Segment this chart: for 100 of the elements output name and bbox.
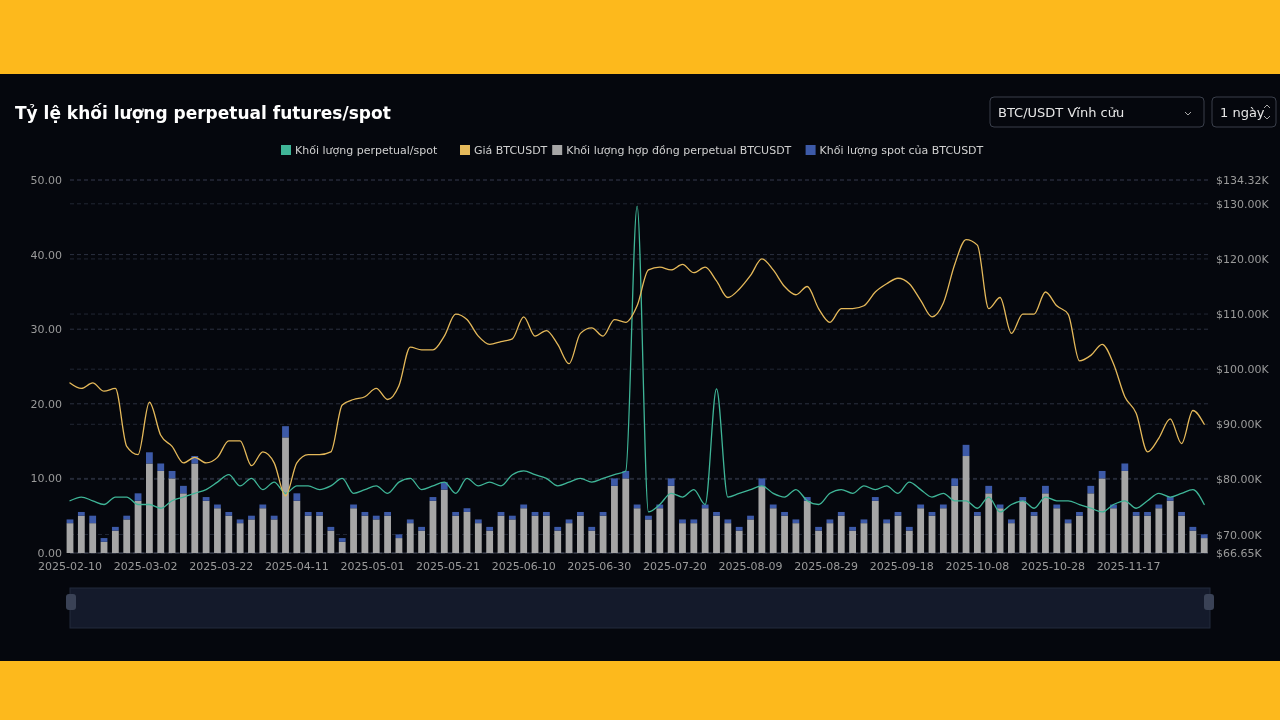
bar	[123, 519, 131, 553]
bar	[701, 508, 709, 553]
bar	[180, 485, 187, 494]
bar	[679, 519, 686, 524]
bar	[985, 485, 993, 494]
x-tick-label: 2025-03-02	[113, 560, 178, 573]
bar	[860, 519, 868, 524]
bar	[815, 530, 822, 553]
legend-label: Khối lượng hợp đồng perpetual BTCUSDT	[566, 144, 792, 157]
legend-label: Khối lượng spot của BTCUSDT	[819, 144, 984, 157]
bar	[542, 511, 550, 516]
bar	[849, 530, 857, 553]
x-tick-label: 2025-04-11	[264, 560, 329, 573]
bar	[293, 493, 301, 501]
bar	[474, 519, 482, 524]
bar	[883, 523, 891, 553]
bar	[849, 526, 857, 531]
y2-tick-label: $70.00K	[1216, 528, 1263, 542]
bar	[89, 515, 97, 524]
bar	[1166, 500, 1174, 553]
bar	[781, 515, 788, 553]
bar	[225, 515, 233, 553]
y-tick-label: 10.00	[30, 472, 62, 486]
bar	[440, 489, 448, 553]
bar	[304, 511, 312, 516]
bar	[577, 515, 584, 553]
text: BTC/USDT Vĩnh cửu	[998, 105, 1125, 120]
bar	[928, 511, 936, 516]
bar	[1042, 485, 1049, 494]
bar	[713, 511, 720, 516]
bar	[111, 530, 119, 553]
x-tick-label: 2025-10-28	[1021, 560, 1085, 573]
bar	[89, 523, 97, 553]
bar	[157, 463, 165, 471]
bar	[1144, 511, 1151, 516]
x-tick-label: 2025-08-29	[794, 560, 859, 573]
bar	[1008, 523, 1015, 553]
bar	[1178, 515, 1185, 553]
x-tick-label: 2025-06-30	[567, 560, 632, 573]
bar	[1098, 478, 1106, 553]
bar	[599, 511, 607, 516]
y-tick-label: 20.00	[30, 397, 62, 411]
bar	[905, 530, 913, 553]
bar	[565, 519, 573, 524]
bar	[338, 541, 346, 553]
bar	[724, 519, 732, 524]
bar	[611, 485, 618, 553]
bar	[905, 526, 913, 531]
chart-title: Tỷ lệ khối lượng perpetual futures/spot	[15, 103, 391, 123]
legend-label: Giá BTCUSDT	[474, 144, 548, 157]
x-tick-label: 2025-09-18	[869, 560, 934, 573]
bar	[588, 526, 596, 531]
y-tick-label: 30.00	[30, 323, 62, 337]
bar	[588, 530, 596, 553]
y2-tick-label: $130.00K	[1216, 197, 1270, 211]
bar	[1076, 515, 1083, 553]
bar	[1121, 470, 1129, 553]
bar	[837, 511, 845, 516]
bar	[100, 538, 108, 542]
bar	[202, 500, 210, 553]
bar	[826, 519, 834, 524]
bar	[1064, 523, 1072, 553]
bar	[1087, 485, 1095, 494]
bar	[1087, 493, 1095, 553]
bar	[1144, 515, 1151, 553]
x-tick-label: 2025-08-09	[718, 560, 783, 573]
bar	[384, 511, 391, 516]
bar	[792, 519, 800, 524]
bar	[111, 526, 119, 531]
bar	[520, 508, 528, 553]
bar	[667, 478, 675, 486]
x-tick-label: 2025-02-10	[38, 560, 102, 573]
y2-tick-label: $66.65K	[1216, 547, 1263, 560]
bar	[463, 508, 471, 512]
bar	[1019, 500, 1027, 553]
bar	[542, 515, 550, 553]
bar	[452, 511, 460, 516]
bar	[225, 511, 233, 516]
bar	[758, 485, 766, 553]
bar	[236, 519, 244, 524]
bar	[939, 508, 947, 553]
bar	[747, 519, 754, 553]
bar	[792, 523, 800, 553]
bar	[951, 485, 959, 553]
bar	[1030, 511, 1038, 516]
bar	[134, 493, 142, 501]
bar	[690, 523, 698, 553]
bar	[145, 463, 153, 553]
bar	[815, 526, 822, 531]
bar	[1200, 538, 1208, 553]
bar	[1189, 526, 1197, 531]
bar	[611, 478, 618, 486]
bar	[1189, 530, 1197, 553]
legend-label: Khối lượng perpetual/spot	[295, 144, 438, 157]
bar	[361, 511, 369, 516]
bar	[1042, 493, 1049, 553]
bar	[554, 526, 562, 531]
bar	[236, 523, 244, 553]
bar	[679, 523, 686, 553]
bar	[554, 530, 562, 553]
